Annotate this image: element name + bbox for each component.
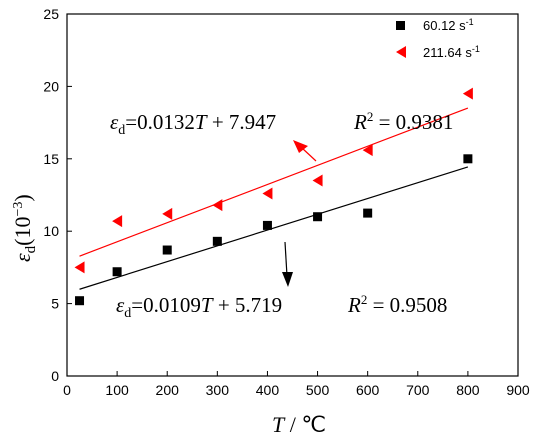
red-equation-arrow-line	[301, 147, 317, 162]
data-point-series-2	[212, 199, 223, 212]
x-tick-label: 500	[306, 382, 330, 398]
legend-label-series-1: 60.12 s-1	[423, 17, 474, 33]
x-tick-label: 300	[206, 382, 230, 398]
x-tick-label: 200	[156, 382, 180, 398]
plot-area-frame	[66, 13, 519, 377]
x-tick-label: 900	[506, 382, 530, 398]
y-tick-label: 10	[43, 223, 59, 239]
legend-triangle-marker	[396, 46, 406, 58]
fit-line-series-2	[79, 107, 469, 257]
legend: 60.12 s-1 211.64 s-1	[396, 17, 480, 60]
fit-equation-series-2: εd=0.0132T + 7.947	[110, 110, 276, 138]
r-squared-series-2: R2 = 0.9381	[353, 109, 453, 134]
data-point-series-1	[112, 267, 122, 277]
data-point-series-2	[262, 187, 273, 200]
fit-equation-series-1: εd=0.0109T + 5.719	[116, 293, 282, 321]
y-tick-label: 0	[51, 368, 59, 384]
data-point-series-2	[112, 215, 123, 228]
equation-series-1: εd=0.0109T + 5.719 R2 = 0.9508	[116, 292, 447, 321]
fit-lines	[79, 107, 469, 290]
data-points	[74, 87, 473, 306]
data-point-series-1	[262, 220, 272, 230]
x-tick-label: 800	[456, 382, 480, 398]
data-point-series-2	[74, 261, 85, 274]
data-point-series-1	[363, 208, 373, 218]
black-equation-arrowhead	[282, 272, 293, 287]
data-point-series-2	[462, 87, 473, 100]
x-tick-label: 400	[256, 382, 280, 398]
y-tick-label: 20	[43, 78, 59, 94]
y-tick-label: 5	[51, 296, 59, 312]
x-tick-label: 700	[406, 382, 430, 398]
x-tick-label: 0	[63, 382, 71, 398]
data-point-series-1	[313, 212, 323, 222]
y-tick-label: 25	[43, 6, 59, 22]
data-point-series-2	[362, 144, 373, 157]
data-point-series-2	[162, 207, 173, 220]
data-point-series-1	[212, 236, 222, 246]
x-tick-label: 600	[356, 382, 380, 398]
equation-series-2: εd=0.0132T + 7.947 R2 = 0.9381	[110, 109, 453, 138]
x-tick-label: 100	[105, 382, 129, 398]
data-point-series-2	[312, 174, 323, 187]
legend-square-marker	[396, 21, 405, 30]
black-equation-arrow-line	[284, 241, 288, 277]
data-point-series-1	[463, 154, 473, 164]
legend-label-series-2: 211.64 s-1	[423, 44, 480, 60]
fit-line-series-1	[79, 166, 469, 290]
x-axis-title: T / ℃	[272, 412, 326, 437]
annotation-arrows	[282, 140, 317, 287]
data-point-series-1	[75, 296, 85, 306]
red-equation-arrowhead	[293, 140, 308, 153]
y-tick-label: 15	[43, 151, 59, 167]
data-point-series-1	[162, 245, 172, 255]
y-axis-title: εd(10−3)	[10, 194, 39, 262]
r-squared-series-1: R2 = 0.9508	[347, 292, 447, 317]
axis-ticks: 0 100 200 300 400 500 600 700 800 900 0 5 10 15 20 25	[43, 6, 529, 398]
